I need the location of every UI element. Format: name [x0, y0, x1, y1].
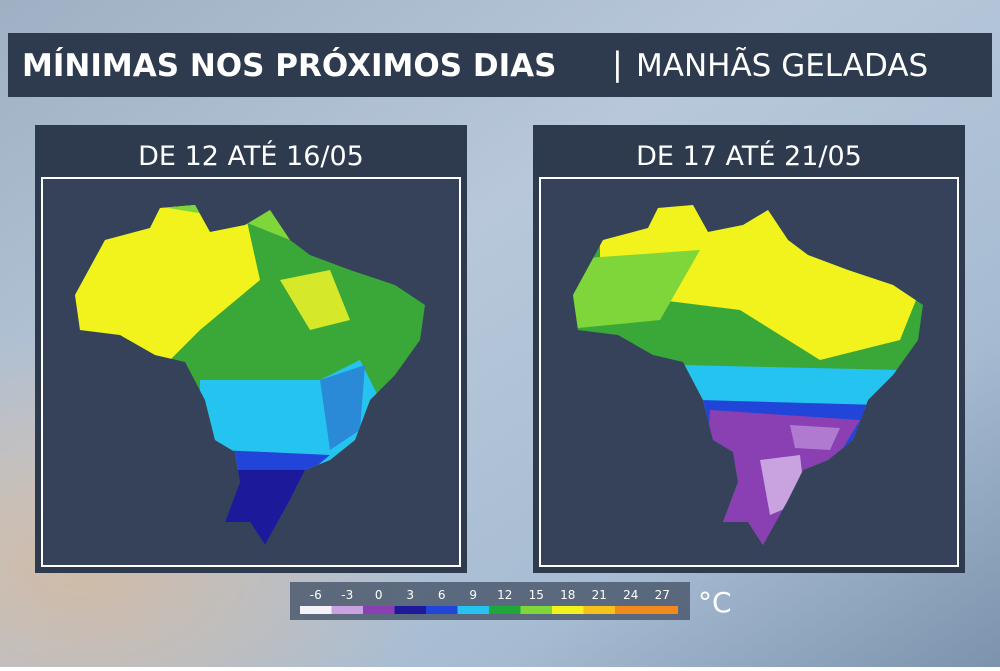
panel-title: DE 12 ATÉ 16/05: [138, 140, 364, 172]
legend-swatch: [363, 606, 395, 614]
title-bar: [8, 33, 992, 97]
legend-swatch: [583, 606, 615, 614]
legend-tick-label: 0: [375, 588, 383, 602]
legend: -6 -3 0 3 6 9 12 15 18 21 24 27: [300, 588, 678, 614]
legend-tick-label: 12: [497, 588, 512, 602]
legend-tick-label: 6: [438, 588, 446, 602]
subtitle: MANHÃS GELADAS: [636, 48, 928, 84]
legend-swatch: [489, 606, 521, 614]
legend-unit: °C: [698, 586, 732, 619]
legend-tick-label: 24: [623, 588, 638, 602]
legend-swatch: [520, 606, 552, 614]
legend-swatch: [394, 606, 426, 614]
legend-swatch: [331, 606, 363, 614]
legend-tick-label: -3: [341, 588, 353, 602]
panel-title: DE 17 ATÉ 21/05: [636, 140, 862, 172]
legend-tick-label: -6: [310, 588, 322, 602]
title: MÍNIMAS NOS PRÓXIMOS DIAS: [22, 47, 556, 84]
separator: |: [612, 45, 623, 83]
legend-tick-label: 18: [560, 588, 575, 602]
legend-tick-label: 15: [529, 588, 544, 602]
legend-swatch: [426, 606, 458, 614]
legend-swatch: [552, 606, 584, 614]
legend-tick-label: 27: [655, 588, 670, 602]
map: [75, 205, 425, 545]
legend-tick-label: 21: [592, 588, 607, 602]
legend-swatch: [646, 606, 678, 614]
legend-tick-label: 9: [469, 588, 477, 602]
legend-swatch: [457, 606, 489, 614]
legend-swatch: [615, 606, 647, 614]
legend-swatch: [300, 606, 332, 614]
legend-tick-label: 3: [406, 588, 414, 602]
